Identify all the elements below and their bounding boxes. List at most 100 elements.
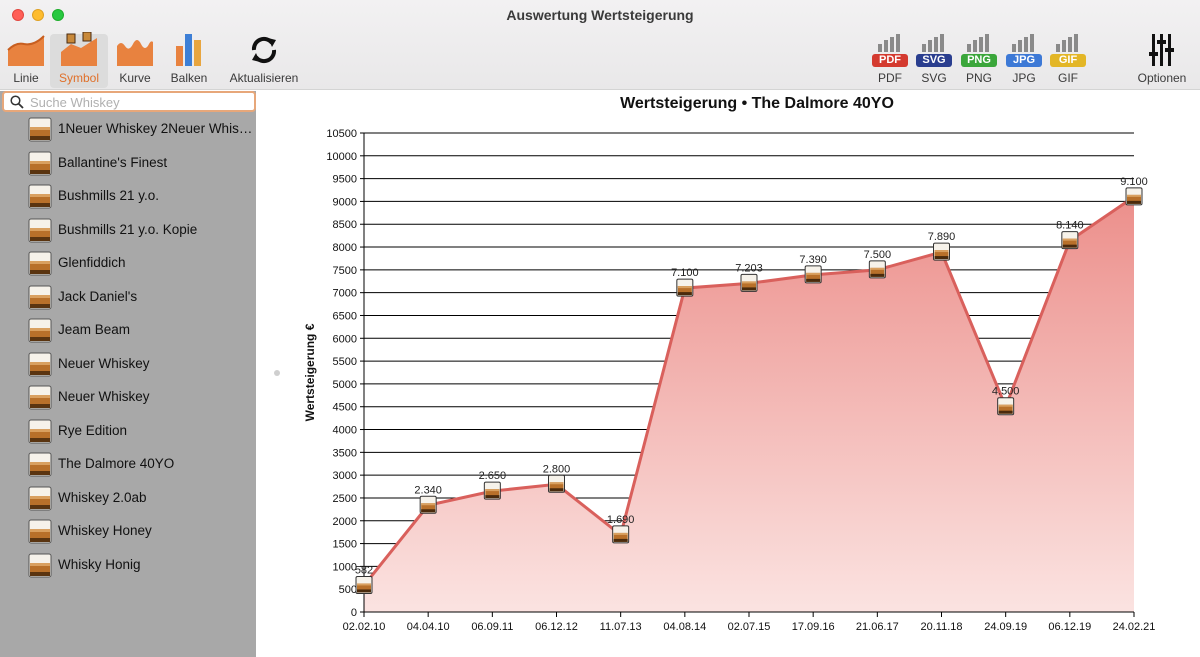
whisky-glass-icon [28, 218, 52, 242]
chart-type-bar-label: Balken [170, 71, 208, 85]
y-tick-label: 9000 [333, 196, 357, 208]
search-icon [10, 95, 24, 109]
whiskey-list-item[interactable]: Bushmills 21 y.o. [0, 180, 256, 214]
data-point-marker[interactable] [997, 397, 1015, 416]
data-point-marker[interactable] [1061, 231, 1079, 250]
bar-chart-icon [176, 34, 201, 66]
whisky-glass-icon [28, 151, 52, 175]
chart-type-line-button[interactable]: Linie [4, 32, 48, 88]
jpg-export-icon [1012, 34, 1034, 52]
export-pdf-button[interactable]: PDF PDF [870, 32, 910, 88]
whisky-glass-icon [28, 285, 52, 309]
export-gif-button[interactable]: GIF GIF [1048, 32, 1088, 88]
chart-type-bar-button[interactable]: Balken [164, 32, 214, 88]
data-point-marker[interactable] [868, 260, 886, 279]
zoom-window-button[interactable] [52, 9, 64, 21]
whiskey-name: Rye Edition [58, 422, 128, 438]
value-chart: Wertsteigerung • The Dalmore 40YO Wertste… [303, 95, 1155, 633]
y-tick-label: 5500 [333, 356, 357, 368]
whiskey-list-item[interactable]: Neuer Whiskey [0, 381, 256, 415]
whisky-glass-icon [28, 184, 52, 209]
whisky-glass-icon [28, 251, 52, 276]
x-tick-label: 21.06.17 [856, 621, 899, 633]
data-label: 2.800 [543, 463, 571, 475]
chart-type-symbol-button[interactable]: Symbol [50, 32, 108, 88]
pdf-badge: PDF [872, 54, 908, 67]
whiskey-list-item[interactable]: Bushmills 21 y.o. Kopie [0, 214, 256, 248]
minimize-window-button[interactable] [32, 9, 44, 21]
png-badge: PNG [961, 54, 997, 67]
y-tick-label: 7000 [333, 288, 357, 300]
area-fill [364, 196, 1134, 612]
sliders-icon [1149, 34, 1174, 66]
whiskey-list-item[interactable]: The Dalmore 40YO [0, 448, 256, 482]
whiskey-list-item[interactable]: Whiskey Honey [0, 515, 256, 549]
data-point-marker[interactable] [804, 265, 822, 284]
y-tick-label: 4000 [333, 425, 357, 437]
data-point-marker[interactable] [419, 495, 437, 514]
x-tick-label: 02.07.15 [728, 621, 771, 633]
whiskey-list-item[interactable]: Whisky Honig [0, 549, 256, 583]
export-svg-label: SVG [921, 71, 947, 85]
chart-panel: Wertsteigerung • The Dalmore 40YO Wertste… [296, 91, 1200, 657]
x-tick-label: 06.12.12 [535, 621, 578, 633]
svg-badge: SVG [916, 54, 952, 67]
whiskey-sidebar: 1Neuer Whiskey 2Neuer Whiskey Ballantine'… [0, 91, 256, 657]
search-field[interactable] [2, 91, 256, 112]
whiskey-list-item[interactable]: 1Neuer Whiskey 2Neuer Whiskey [0, 113, 256, 147]
whiskey-list-item[interactable]: Whiskey 2.0ab [0, 482, 256, 516]
y-tick-label: 9500 [333, 174, 357, 186]
close-window-button[interactable] [12, 9, 24, 21]
whiskey-list-item[interactable]: Rye Edition [0, 415, 256, 449]
y-tick-label: 8500 [333, 219, 357, 231]
export-png-button[interactable]: PNG PNG [958, 32, 1000, 88]
data-label: 7.390 [799, 254, 827, 266]
y-tick-label: 5000 [333, 379, 357, 391]
split-view-divider-handle[interactable] [274, 370, 280, 376]
search-input[interactable] [30, 94, 250, 110]
refresh-icon [251, 36, 277, 64]
data-point-marker[interactable] [740, 273, 758, 292]
data-label: 7.203 [735, 262, 763, 274]
line-chart-icon [7, 35, 45, 66]
x-tick-label: 20.11.18 [920, 621, 962, 633]
export-jpg-button[interactable]: JPG JPG [1004, 32, 1044, 88]
data-label: 7.890 [928, 231, 956, 243]
y-axis-label: Wertsteigerung € [303, 323, 317, 421]
options-label: Optionen [1137, 71, 1187, 85]
whiskey-list-item[interactable]: Neuer Whiskey [0, 348, 256, 382]
data-point-marker[interactable] [676, 278, 694, 297]
chart-type-curve-button[interactable]: Kurve [112, 32, 158, 88]
data-point-marker[interactable] [483, 481, 501, 500]
whisky-glass-icon [28, 419, 52, 443]
png-export-icon [967, 34, 989, 52]
y-tick-label: 500 [339, 584, 357, 596]
whiskey-list-item[interactable]: Ballantine's Finest [0, 147, 256, 181]
whiskey-name: Neuer Whiskey [58, 355, 150, 371]
x-tick-label: 24.09.19 [984, 621, 1027, 633]
whisky-glass-icon [28, 385, 52, 410]
data-point-marker[interactable] [1125, 187, 1143, 206]
whiskey-list-item[interactable]: Jack Daniel's [0, 281, 256, 315]
y-tick-label: 6000 [333, 333, 357, 345]
data-point-marker[interactable] [933, 242, 950, 261]
export-jpg-label: JPG [1012, 71, 1036, 85]
data-label: 2.340 [414, 484, 442, 496]
export-gif-label: GIF [1058, 71, 1078, 85]
export-svg-button[interactable]: SVG SVG [914, 32, 954, 88]
y-tick-label: 10000 [326, 151, 357, 163]
options-button[interactable]: Optionen [1132, 32, 1192, 88]
data-point-marker[interactable] [355, 575, 373, 594]
whiskey-list-item[interactable]: Jeam Beam [0, 314, 256, 348]
data-point-marker[interactable] [548, 474, 565, 493]
refresh-button[interactable]: Aktualisieren [224, 32, 304, 88]
whiskey-name: Whiskey 2.0ab [58, 489, 147, 505]
y-tick-label: 3500 [333, 447, 357, 459]
whiskey-list-item[interactable]: Glenfiddich [0, 247, 256, 281]
whisky-glass-icon [28, 553, 52, 577]
whiskey-name: Jack Daniel's [58, 288, 138, 304]
data-point-marker[interactable] [612, 525, 630, 544]
toolbar: Auswertung Wertsteigerung Linie Symbol K… [0, 0, 1200, 90]
export-pdf-label: PDF [878, 71, 902, 85]
data-label: 1.690 [607, 514, 635, 526]
